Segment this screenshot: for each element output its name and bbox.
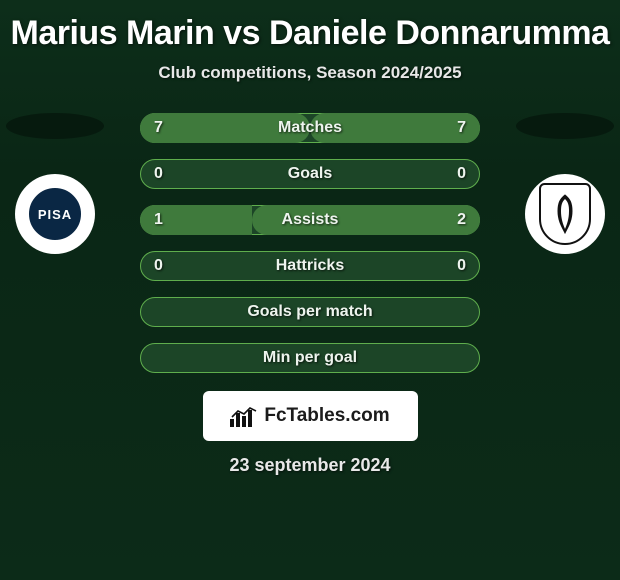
player-shadow-left xyxy=(6,113,104,139)
player-left-column: PISA xyxy=(0,113,110,254)
stat-value-left: 7 xyxy=(154,113,163,143)
stat-label: Assists xyxy=(140,205,480,235)
stat-row: Hattricks0 0 xyxy=(140,251,480,281)
infographic-container: Marius Marin vs Daniele Donnarumma Club … xyxy=(0,0,620,476)
cesena-crest-icon xyxy=(539,183,591,245)
stat-value-left: 0 xyxy=(154,159,163,189)
fctables-logo-icon xyxy=(230,405,258,427)
stat-row: Matches7 7 xyxy=(140,113,480,143)
stat-row: Goals0 0 xyxy=(140,159,480,189)
watermark: FcTables.com xyxy=(203,391,418,441)
watermark-text: FcTables.com xyxy=(264,405,389,427)
stat-value-right: 7 xyxy=(457,113,466,143)
stat-label: Hattricks xyxy=(140,251,480,281)
club-badge-right xyxy=(525,174,605,254)
stat-value-left: 0 xyxy=(154,251,163,281)
stat-row: Assists1 2 xyxy=(140,205,480,235)
stat-label: Min per goal xyxy=(140,343,480,373)
stat-label: Matches xyxy=(140,113,480,143)
player-right-column xyxy=(510,113,620,254)
stat-value-left: 1 xyxy=(154,205,163,235)
stat-row: Goals per match xyxy=(140,297,480,327)
club-badge-left: PISA xyxy=(15,174,95,254)
stat-label: Goals per match xyxy=(140,297,480,327)
stat-value-right: 0 xyxy=(457,159,466,189)
comparison-area: PISA Matches77Goals00Assists12Hattricks0… xyxy=(0,113,620,383)
stat-label: Goals xyxy=(140,159,480,189)
date-text: 23 september 2024 xyxy=(0,455,620,476)
subtitle: Club competitions, Season 2024/2025 xyxy=(0,63,620,83)
page-title: Marius Marin vs Daniele Donnarumma xyxy=(10,14,610,53)
stat-bars: Matches77Goals00Assists12Hattricks00Goal… xyxy=(140,113,480,389)
stat-value-right: 0 xyxy=(457,251,466,281)
player-shadow-right xyxy=(516,113,614,139)
stat-row: Min per goal xyxy=(140,343,480,373)
pisa-crest-icon: PISA xyxy=(26,185,84,243)
stat-value-right: 2 xyxy=(457,205,466,235)
